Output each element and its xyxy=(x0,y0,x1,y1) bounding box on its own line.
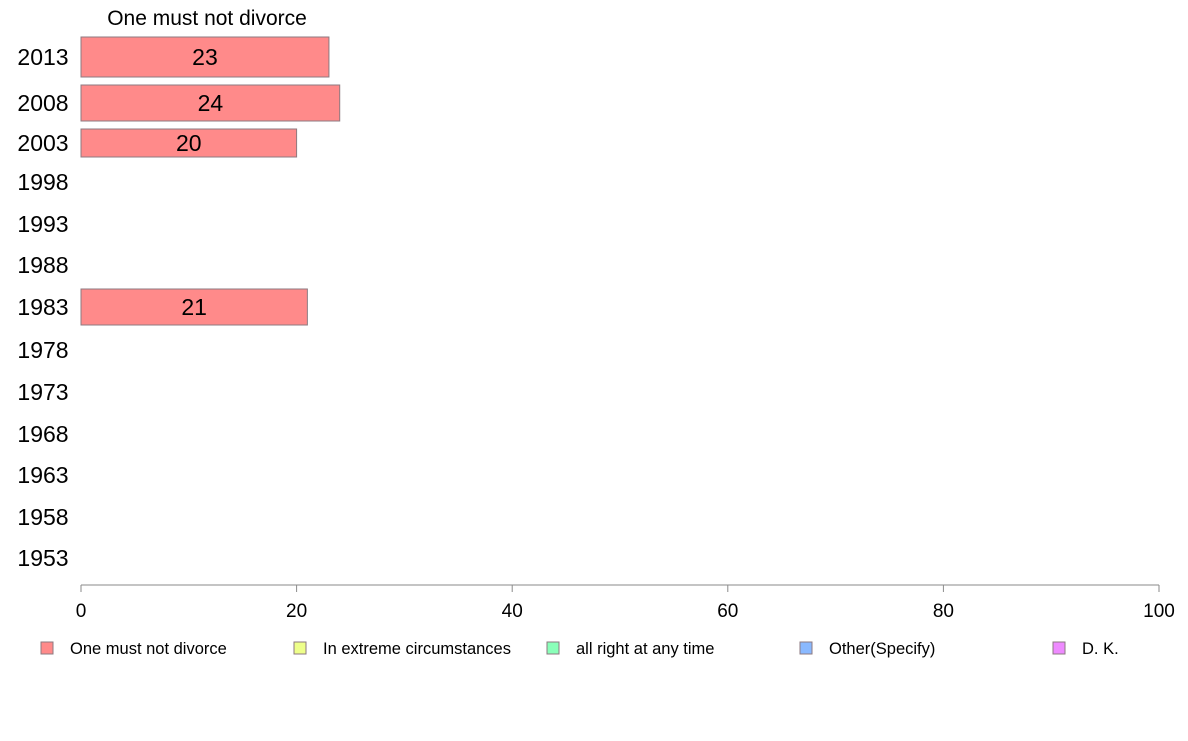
x-tick-label-40: 40 xyxy=(502,601,523,622)
x-tick-label-100: 100 xyxy=(1143,601,1175,622)
legend-label-5: D. K. xyxy=(1082,640,1119,658)
bar-1983 xyxy=(80,288,308,326)
bar-value-label-2003: 20 xyxy=(176,130,202,156)
y-tick-label-1988: 1988 xyxy=(17,252,68,278)
bar-2008 xyxy=(80,84,341,122)
bars: 23 24 20 21 xyxy=(80,36,341,326)
x-tick-label-60: 60 xyxy=(717,601,738,622)
y-tick-label-1983: 1983 xyxy=(17,294,68,320)
chart-title: One must not divorce xyxy=(107,7,307,30)
legend-label-3: all right at any time xyxy=(576,640,714,658)
y-tick-label-1973: 1973 xyxy=(17,379,68,405)
legend-swatch-4 xyxy=(799,641,813,655)
legend-label-4: Other(Specify) xyxy=(829,640,935,658)
x-tick-label-80: 80 xyxy=(933,601,954,622)
bar-2003 xyxy=(80,128,298,158)
y-tick-label-2008: 2008 xyxy=(17,90,68,116)
y-tick-label-2013: 2013 xyxy=(17,44,68,70)
y-axis-labels: 2013 2008 2003 1998 1993 1988 1983 1978 1973 1968… xyxy=(17,44,68,571)
bar-value-label-1983: 21 xyxy=(181,294,207,320)
y-tick-label-1993: 1993 xyxy=(17,211,68,237)
bar-value-label-2013: 23 xyxy=(192,44,218,70)
y-tick-label-1958: 1958 xyxy=(17,504,68,530)
y-tick-label-2003: 2003 xyxy=(17,130,68,156)
bar-value-label-2008: 24 xyxy=(198,90,224,116)
x-tick-label-0: 0 xyxy=(76,601,87,622)
x-tick-label-20: 20 xyxy=(286,601,307,622)
legend-label-2: In extreme circumstances xyxy=(323,640,511,658)
y-tick-label-1963: 1963 xyxy=(17,462,68,488)
legend-swatch-5 xyxy=(1052,641,1066,655)
bar-2013 xyxy=(80,36,330,78)
y-tick-label-1998: 1998 xyxy=(17,169,68,195)
y-tick-label-1953: 1953 xyxy=(17,545,68,571)
y-tick-label-1968: 1968 xyxy=(17,421,68,447)
legend-swatch-1 xyxy=(40,641,54,655)
legend: One must not divorce In extreme circumsta… xyxy=(40,640,1119,658)
x-axis: 0 20 40 60 80 100 xyxy=(76,584,1175,622)
y-tick-label-1978: 1978 xyxy=(17,337,68,363)
legend-swatch-2 xyxy=(293,641,307,655)
legend-swatch-3 xyxy=(546,641,560,655)
legend-label-1: One must not divorce xyxy=(70,640,227,658)
